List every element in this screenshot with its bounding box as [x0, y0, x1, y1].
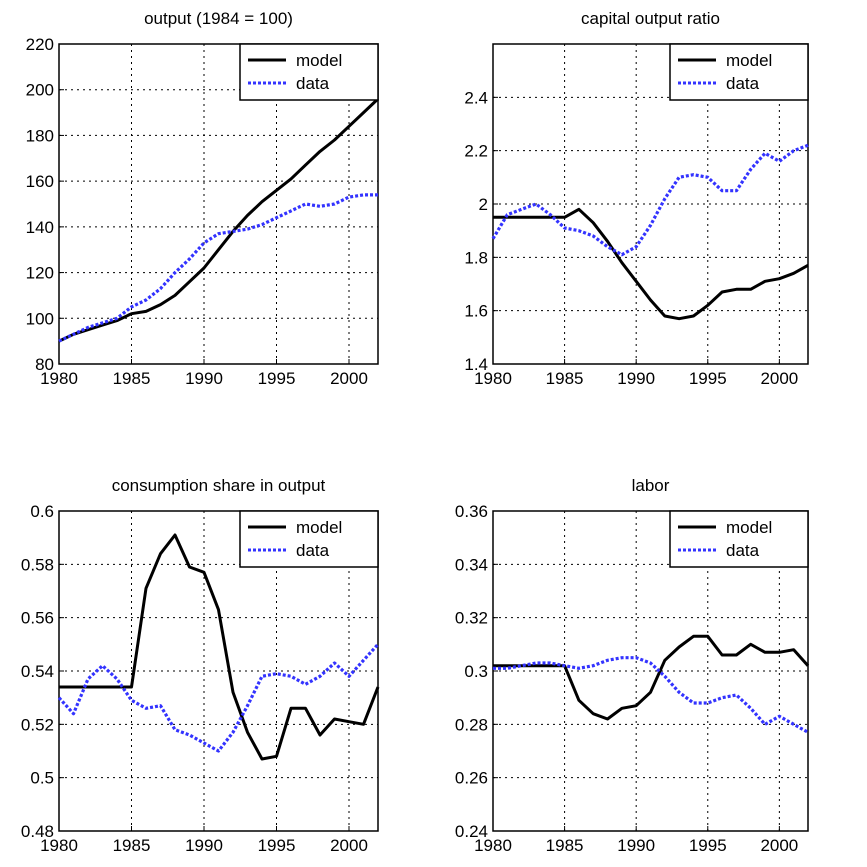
plot-title: output (1984 = 100): [144, 9, 293, 28]
x-tick-label: 1980: [40, 836, 78, 855]
series-line-model: [493, 634, 810, 721]
x-tick-label: 1990: [185, 369, 223, 388]
plot-panel-2: capital output ratio 1980 1985 1990 1995 2000…: [464, 9, 809, 388]
y-tick-label: 1.6: [464, 302, 488, 321]
x-tick-label: 1985: [546, 836, 584, 855]
y-tick-label: 200: [26, 81, 54, 100]
legend-label-model: model: [726, 518, 772, 537]
x-tick-label: 2000: [760, 369, 798, 388]
x-tick-label: 1995: [258, 369, 296, 388]
series-line-model: [59, 533, 380, 761]
plot-title: consumption share in output: [112, 476, 326, 495]
legend: model data: [669, 43, 809, 101]
y-tick-label: 120: [26, 264, 54, 283]
y-tick-label: 1.8: [464, 248, 488, 267]
series-line-data: [58, 193, 378, 343]
x-tick-label: 2000: [760, 836, 798, 855]
y-tick-label: 220: [26, 35, 54, 54]
y-tick-label: 160: [26, 172, 54, 191]
y-tick-label: 2.2: [464, 142, 488, 161]
x-tick-label: 1980: [40, 369, 78, 388]
x-tick-label: 1985: [546, 369, 584, 388]
legend: model data: [239, 43, 379, 101]
plot-panel-1: output (1984 = 100) 1980 1985 1990 1995 2000 8…: [26, 9, 380, 388]
y-tick-label: 0.48: [21, 822, 54, 841]
x-tick-label: 1980: [474, 369, 512, 388]
series-line-data: [493, 656, 809, 734]
y-tick-label: 0.54: [21, 662, 54, 681]
legend-label-data: data: [296, 74, 330, 93]
legend-label-model: model: [296, 518, 342, 537]
series-line-model: [58, 97, 380, 343]
series-line-data: [491, 143, 809, 257]
legend-label-model: model: [726, 51, 772, 70]
y-tick-label: 180: [26, 126, 54, 145]
x-tick-label: 1995: [258, 836, 296, 855]
y-tick-label: 0.32: [455, 609, 488, 628]
y-tick-label: 0.26: [455, 769, 488, 788]
legend-box: [669, 510, 809, 568]
y-tick-label: 0.28: [455, 715, 488, 734]
axes-frame: [58, 43, 379, 365]
y-tick-label: 80: [35, 355, 54, 374]
legend: model data: [239, 510, 379, 568]
y-tick-label: 1.4: [464, 355, 488, 374]
y-tick-label: 2.4: [464, 88, 488, 107]
y-tick-label: 0.36: [455, 502, 488, 521]
x-tick-label: 1985: [113, 836, 151, 855]
y-tick-label: 0.3: [464, 662, 488, 681]
y-tick-label: 2: [479, 195, 488, 214]
y-tick-label: 0.5: [30, 769, 54, 788]
y-tick-label: 140: [26, 218, 54, 237]
x-tick-label: 1980: [474, 836, 512, 855]
x-tick-label: 2000: [330, 369, 368, 388]
plot-title: labor: [632, 476, 670, 495]
plot-panel-4: labor 1980 1985 1990 1995 2000 0.24 0.26 0.28 0.3…: [455, 476, 810, 855]
legend-label-data: data: [296, 541, 330, 560]
legend-label-data: data: [726, 541, 760, 560]
series-line-model: [493, 207, 809, 321]
legend-label-data: data: [726, 74, 760, 93]
plot-panel-3: consumption share in output 1980 1985 1990 1…: [21, 476, 380, 855]
y-tick-label: 0.6: [30, 502, 54, 521]
x-tick-label: 1990: [617, 836, 655, 855]
x-tick-label: 1985: [113, 369, 151, 388]
x-tick-label: 1995: [689, 836, 727, 855]
series-line-data: [57, 643, 380, 753]
y-tick-label: 0.24: [455, 822, 488, 841]
x-tick-label: 1995: [689, 369, 727, 388]
x-tick-label: 1990: [185, 836, 223, 855]
y-tick-label: 0.58: [21, 555, 54, 574]
y-tick-label: 0.56: [21, 609, 54, 628]
plot-title: capital output ratio: [581, 9, 720, 28]
legend-box: [239, 43, 379, 101]
y-tick-label: 0.52: [21, 715, 54, 734]
legend-label-model: model: [296, 51, 342, 70]
legend-box: [669, 43, 809, 101]
y-tick-label: 100: [26, 309, 54, 328]
y-tick-label: 0.34: [455, 555, 488, 574]
legend-box: [239, 510, 379, 568]
x-tick-label: 2000: [330, 836, 368, 855]
x-tick-label: 1990: [617, 369, 655, 388]
legend: model data: [669, 510, 809, 568]
